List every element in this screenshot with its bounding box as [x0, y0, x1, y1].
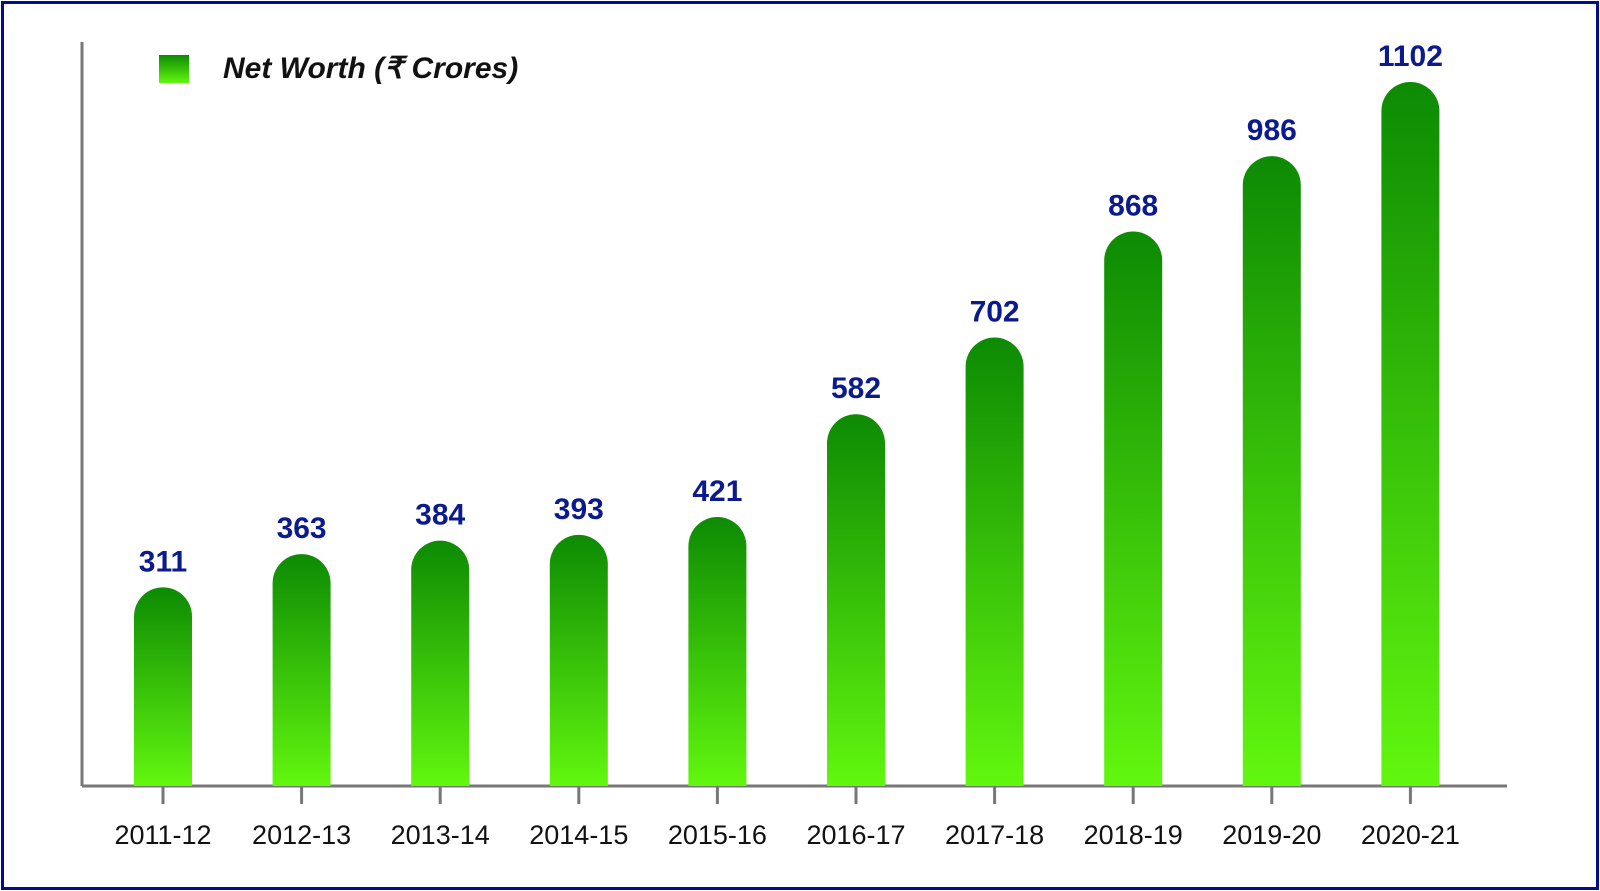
value-label-2017-18: 702 — [970, 296, 1020, 329]
bar-2018-19 — [1104, 231, 1163, 787]
value-label-2015-16: 421 — [692, 475, 742, 508]
bar-2020-21 — [1381, 82, 1440, 786]
bar-2019-20 — [1242, 156, 1301, 786]
x-tick-label-2015-16: 2015-16 — [668, 820, 767, 850]
bars-group: 311 2011-12 363 2012-13 384 2013-14 393 2014-15… — [114, 40, 1459, 850]
value-label-2012-13: 363 — [277, 512, 327, 545]
bar-2011-12 — [134, 587, 192, 786]
bar-2016-17 — [827, 414, 885, 786]
bar-2012-13 — [272, 554, 331, 786]
bar-2014-15 — [549, 534, 608, 786]
x-tick-label-2014-15: 2014-15 — [529, 820, 628, 850]
legend-swatch — [159, 54, 189, 83]
bar-chart: 311 2011-12 363 2012-13 384 2013-14 393 2014-15… — [80, 40, 1507, 850]
bar-2013-14 — [411, 540, 470, 786]
value-label-2020-21: 1102 — [1378, 40, 1443, 73]
x-tick-label-2019-20: 2019-20 — [1222, 820, 1321, 850]
value-label-2013-14: 384 — [415, 499, 465, 532]
value-label-2018-19: 868 — [1108, 189, 1158, 222]
bar-2017-18 — [965, 337, 1024, 786]
value-label-2016-17: 582 — [831, 372, 881, 405]
legend: Net Worth (₹ Crores) — [159, 51, 518, 86]
x-tick-label-2018-19: 2018-19 — [1084, 820, 1183, 850]
x-tick-label-2017-18: 2017-18 — [945, 820, 1044, 850]
x-tick-label-2012-13: 2012-13 — [252, 820, 351, 850]
legend-label: Net Worth (₹ Crores) — [223, 52, 519, 85]
value-label-2011-12: 311 — [139, 545, 187, 578]
bar-2015-16 — [688, 517, 747, 786]
value-label-2014-15: 393 — [554, 493, 604, 526]
x-tick-label-2020-21: 2020-21 — [1361, 820, 1460, 850]
x-tick-label-2013-14: 2013-14 — [391, 820, 490, 850]
x-tick-label-2016-17: 2016-17 — [806, 820, 905, 850]
value-label-2019-20: 986 — [1247, 114, 1297, 147]
x-tick-label-2011-12: 2011-12 — [114, 820, 211, 850]
